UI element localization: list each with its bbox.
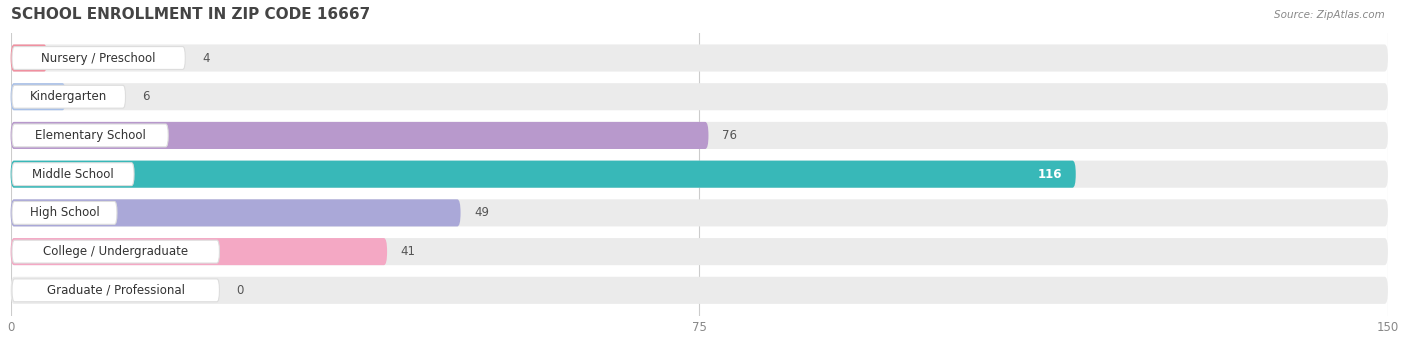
Text: Elementary School: Elementary School (35, 129, 146, 142)
FancyBboxPatch shape (11, 122, 709, 149)
Text: Graduate / Professional: Graduate / Professional (46, 284, 184, 297)
Text: 4: 4 (202, 51, 209, 64)
Text: 41: 41 (401, 245, 416, 258)
FancyBboxPatch shape (13, 279, 219, 302)
FancyBboxPatch shape (11, 199, 1388, 226)
FancyBboxPatch shape (11, 238, 1388, 265)
FancyBboxPatch shape (11, 83, 1388, 110)
Text: Middle School: Middle School (32, 168, 114, 181)
FancyBboxPatch shape (11, 83, 66, 110)
FancyBboxPatch shape (11, 161, 1388, 188)
Text: 0: 0 (236, 284, 243, 297)
Text: College / Undergraduate: College / Undergraduate (44, 245, 188, 258)
FancyBboxPatch shape (13, 124, 169, 147)
FancyBboxPatch shape (11, 44, 1388, 72)
Text: 49: 49 (474, 206, 489, 219)
FancyBboxPatch shape (11, 161, 1076, 188)
FancyBboxPatch shape (13, 85, 125, 108)
Text: Kindergarten: Kindergarten (30, 90, 107, 103)
FancyBboxPatch shape (13, 163, 134, 186)
FancyBboxPatch shape (11, 199, 461, 226)
Text: Source: ZipAtlas.com: Source: ZipAtlas.com (1274, 10, 1385, 20)
FancyBboxPatch shape (13, 47, 186, 70)
Text: 6: 6 (142, 90, 150, 103)
Text: High School: High School (30, 206, 100, 219)
FancyBboxPatch shape (11, 238, 387, 265)
Text: SCHOOL ENROLLMENT IN ZIP CODE 16667: SCHOOL ENROLLMENT IN ZIP CODE 16667 (11, 7, 370, 22)
Text: 76: 76 (723, 129, 737, 142)
FancyBboxPatch shape (13, 240, 219, 263)
FancyBboxPatch shape (11, 44, 48, 72)
Text: 116: 116 (1038, 168, 1062, 181)
FancyBboxPatch shape (11, 277, 1388, 304)
FancyBboxPatch shape (11, 122, 1388, 149)
FancyBboxPatch shape (13, 202, 117, 224)
Text: Nursery / Preschool: Nursery / Preschool (41, 51, 156, 64)
